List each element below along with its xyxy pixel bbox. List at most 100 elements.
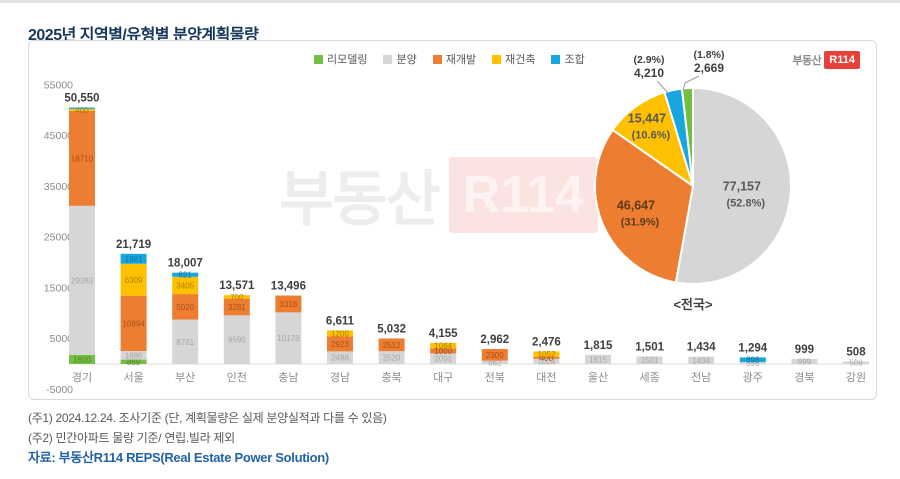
bar-segment-label: 3318 (280, 300, 298, 309)
page-title: 2025년 지역별/유형별 분양계획물량 (28, 26, 259, 44)
pie-slice-리모델링 (680, 87, 694, 187)
bar-segment-조합 (172, 272, 199, 277)
x-axis-category-label: 충북 (381, 371, 401, 384)
bar-segment-label: 2923 (331, 340, 349, 349)
bar-segment-재건축 (223, 295, 250, 299)
bar-segment-label: 1961 (125, 255, 143, 264)
pie-leader-line (656, 80, 669, 94)
bar-segment-분양 (327, 351, 353, 364)
bar-segment-label: 1052 (538, 350, 556, 359)
legend-label: 분양 (396, 54, 417, 66)
bar-segment-label: 869 (127, 358, 141, 367)
bar-segment-label: 1815 (589, 355, 607, 364)
y-axis-tick: 5000 (50, 333, 74, 345)
x-axis-category-label: 강원 (846, 371, 866, 384)
legend-swatch-icon (551, 54, 561, 64)
bar-segment-재개발 (481, 348, 508, 361)
bar-segment-분양 (791, 358, 818, 364)
bar-segment-label: 2520 (383, 354, 401, 363)
bar-segment-분양 (843, 361, 869, 364)
chart-legend: 리모델링 분양 재개발 재건축 조합 (314, 51, 585, 67)
bar-segment-label: 999 (798, 357, 812, 366)
bar-segment-재개발 (172, 294, 199, 320)
bar-total-label: 18,007 (168, 258, 203, 270)
x-axis-category-label: 서울 (123, 371, 143, 384)
footnotes: (주1) 2024.12.24. 조사기준 (단, 계획물량은 실제 분양실적과… (28, 408, 387, 468)
x-axis-category-label: 세종 (639, 371, 659, 384)
bar-segment-label: 400 (540, 354, 554, 363)
bar-segment-분양 (585, 354, 611, 364)
bar-segment-label: 1000 (434, 347, 452, 356)
legend-label: 재건축 (505, 54, 536, 66)
bar-segment-조합 (120, 253, 147, 264)
top-divider (0, 0, 900, 3)
bar-segment-재건축 (533, 351, 560, 357)
x-axis-category-label: 인천 (227, 370, 247, 384)
pie-leader-line (682, 75, 700, 92)
bar-segment-조합 (739, 357, 766, 362)
bar-segment-label: 8761 (176, 338, 194, 347)
bar-segment-리모델링 (120, 359, 147, 364)
legend-swatch-icon (432, 54, 442, 64)
legend-item-0: 리모델링 (314, 51, 367, 67)
bar-total-label: 50,550 (64, 93, 99, 105)
bar-segment-재개발 (378, 338, 405, 352)
legend-item-2: 재개발 (432, 51, 476, 67)
bar-segment-재건축 (430, 342, 457, 349)
bar-segment-label: 1434 (692, 356, 710, 365)
legend-item-1: 분양 (383, 51, 417, 67)
bar-segment-분양 (378, 351, 405, 364)
bar-total-label: 1,815 (584, 340, 613, 352)
bar-total-label: 1,434 (687, 342, 716, 354)
bar-total-label: 5,032 (377, 323, 406, 335)
pie-label-재건축: 15,447 (10.6%) (628, 112, 671, 142)
bar-segment-label: 10894 (122, 319, 145, 328)
bar-total-label: 6,611 (326, 315, 355, 327)
bar-segment-label: 18710 (71, 154, 94, 163)
bar-segment-재개발 (120, 295, 147, 352)
pie-label-조합: (2.9%) 4,210 (634, 54, 665, 80)
bar-segment-label: 6309 (125, 276, 143, 285)
legend-item-3: 재건축 (492, 51, 535, 67)
bar-total-label: 13,496 (271, 281, 306, 293)
bar-segment-label: 2091 (434, 355, 452, 364)
pie-label-리모델링: (1.8%) 2,669 (694, 49, 725, 75)
bar-segment-label: 700 (230, 293, 244, 302)
y-axis-tick: 45000 (44, 130, 73, 142)
bar-segment-label: 29383 (71, 276, 94, 285)
bar-segment-재개발 (275, 295, 302, 313)
bar-segment-분양 (223, 315, 250, 364)
x-axis-category-label: 경북 (794, 371, 814, 384)
bar-total-label: 2,476 (532, 336, 561, 348)
bar-segment-재개발 (533, 356, 560, 359)
bar-total-label: 13,571 (219, 280, 255, 292)
stacked-bar-chart: 55000 45000 35000 25000 15000 5000 -5000 1800 29… (44, 80, 869, 396)
footnote-1: (주1) 2024.12.24. 조사기준 (단, 계획물량은 실제 분양실적과… (28, 411, 387, 425)
y-axis-tick: 35000 (44, 181, 73, 193)
bar-segment-분양 (69, 205, 95, 355)
bar-total-label: 2,962 (480, 334, 509, 346)
brand-logo-text: 부동산 (792, 55, 822, 67)
pie-slice-분양 (674, 87, 793, 285)
bar-segment-label: 396 (746, 359, 760, 368)
bar-segment-label: 10178 (277, 334, 300, 343)
x-axis-category-label: 광주 (743, 371, 763, 384)
y-axis-tick: -5000 (46, 384, 73, 396)
bar-total-label: 1,294 (738, 342, 767, 354)
bar-segment-label: 2512 (383, 341, 401, 350)
bar-total-label: 508 (846, 346, 866, 358)
brand-logo-badge: R114 (824, 51, 860, 69)
x-axis-category-label: 대구 (433, 371, 453, 384)
bar-segment-label: 5020 (176, 303, 194, 312)
bar-segment-분양 (275, 312, 302, 364)
bar-segment-분양 (481, 360, 508, 364)
bar-segment-분양 (739, 361, 766, 364)
bar-segment-재개발 (430, 348, 457, 354)
bar-segment-label: 1024 (538, 357, 556, 366)
bar-segment-label: 662 (488, 358, 502, 367)
x-axis-category-label: 울산 (588, 371, 608, 384)
x-axis-category-label: 대전 (536, 371, 556, 384)
bar-segment-label: 1501 (641, 356, 659, 365)
legend-label: 리모델링 (327, 54, 368, 66)
bar-segment-분양 (120, 351, 147, 360)
